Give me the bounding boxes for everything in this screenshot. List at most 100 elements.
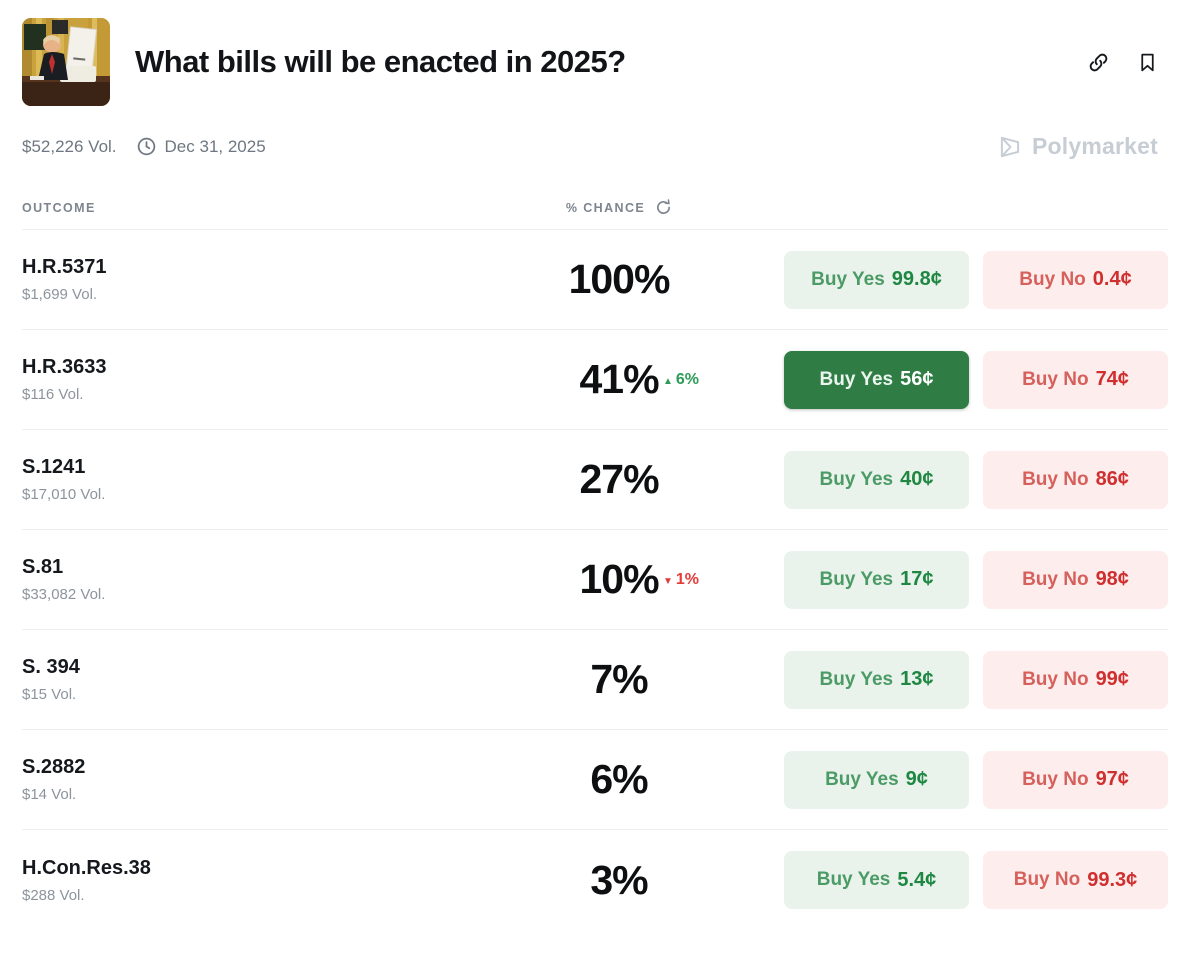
buy-no-label: Buy No	[1022, 768, 1089, 790]
polymarket-watermark: Polymarket	[997, 133, 1168, 160]
link-icon	[1089, 53, 1108, 71]
outcome-name[interactable]: H.R.5371	[22, 256, 107, 278]
buy-no-price: 0.4¢	[1092, 268, 1132, 290]
market-page: What bills will be enacted in 2025? $52,…	[0, 0, 1200, 930]
delta-arrow-icon	[663, 571, 673, 589]
buy-no-button[interactable]: Buy No 98¢	[983, 550, 1168, 609]
outcome-volume: $17,010 Vol.	[22, 486, 106, 503]
outcome-volume: $14 Vol.	[22, 786, 77, 803]
buy-no-button[interactable]: Buy No 0.4¢	[983, 250, 1168, 309]
buy-no-label: Buy No	[1013, 869, 1081, 890]
outcome-cell: H.R.3633 $116 Vol.	[22, 356, 454, 403]
table-row: S.2882 $14 Vol. 6% Buy Yes 9¢ Buy No 97¢	[22, 730, 1168, 830]
refresh-icon	[657, 199, 671, 214]
outcome-name[interactable]: S.2882	[22, 756, 86, 778]
chance-value: 6%	[590, 756, 648, 802]
trade-buttons: Buy Yes 17¢ Buy No 98¢	[784, 550, 1168, 609]
buy-yes-button[interactable]: Buy Yes 56¢	[784, 350, 969, 409]
table-row: H.R.3633 $116 Vol. 41% 6% Buy Yes 56¢ Bu…	[22, 330, 1168, 430]
buy-yes-price: 13¢	[900, 668, 934, 690]
outcome-cell: S.81 $33,082 Vol.	[22, 556, 454, 603]
market-header: What bills will be enacted in 2025?	[22, 18, 1168, 106]
chance-header-label: % CHANCE	[565, 200, 646, 215]
outcome-column-header: OUTCOME	[22, 200, 96, 215]
trade-buttons: Buy Yes 99.8¢ Buy No 0.4¢	[784, 250, 1168, 309]
outcome-name[interactable]: H.Con.Res.38	[22, 856, 151, 879]
buy-yes-button[interactable]: Buy Yes 40¢	[784, 450, 969, 509]
bookmark-icon	[1141, 53, 1154, 71]
chance-delta: 6%	[663, 371, 699, 389]
buy-yes-button[interactable]: Buy Yes 13¢	[784, 650, 969, 709]
buy-no-button[interactable]: Buy No 97¢	[983, 750, 1168, 809]
chance-delta: 1%	[663, 571, 699, 589]
copy-link-button[interactable]	[1087, 51, 1110, 74]
outcome-volume: $116 Vol.	[22, 386, 84, 403]
buy-yes-button[interactable]: Buy Yes 17¢	[784, 550, 969, 609]
buy-yes-price: 99.8¢	[891, 268, 942, 290]
chance-cell: 41% 6%	[454, 356, 784, 403]
chance-value: 7%	[590, 656, 648, 702]
outcome-volume: $15 Vol.	[22, 686, 77, 703]
buy-no-button[interactable]: Buy No 74¢	[983, 350, 1168, 409]
outcome-cell: S. 394 $15 Vol.	[22, 656, 454, 703]
chance-value: 3%	[590, 856, 648, 903]
chance-cell: 3%	[454, 857, 784, 904]
buy-yes-label: Buy Yes	[819, 668, 894, 690]
buy-no-label: Buy No	[1022, 468, 1089, 490]
delta-value: 1%	[675, 570, 700, 588]
buy-yes-price: 17¢	[900, 568, 934, 590]
page-title: What bills will be enacted in 2025?	[135, 44, 626, 79]
chance-cell: 10% 1%	[454, 556, 784, 603]
outcome-name[interactable]: H.R.3633	[22, 356, 107, 378]
buy-no-price: 99¢	[1095, 668, 1129, 690]
buy-yes-button[interactable]: Buy Yes 9¢	[784, 750, 969, 809]
outcome-volume: $33,082 Vol.	[22, 586, 106, 603]
market-thumbnail-illustration	[22, 18, 110, 106]
buy-no-price: 98¢	[1095, 568, 1129, 590]
outcome-name[interactable]: S.81	[22, 556, 64, 578]
buy-no-button[interactable]: Buy No 99¢	[983, 650, 1168, 709]
buy-no-label: Buy No	[1022, 668, 1089, 690]
polymarket-wordmark: Polymarket	[1031, 133, 1158, 159]
polymarket-logo-icon	[1000, 136, 1020, 157]
buy-yes-price: 56¢	[900, 368, 934, 390]
chance-value: 41%	[579, 356, 659, 402]
market-thumbnail	[22, 18, 110, 106]
trade-buttons: Buy Yes 56¢ Buy No 74¢	[784, 350, 1168, 409]
trade-buttons: Buy Yes 40¢ Buy No 86¢	[784, 450, 1168, 509]
buy-no-label: Buy No	[1019, 268, 1086, 290]
total-volume: $52,226 Vol.	[22, 136, 117, 156]
chance-cell: 7%	[454, 656, 784, 703]
buy-yes-button[interactable]: Buy Yes 5.4¢	[784, 851, 969, 909]
buy-yes-button[interactable]: Buy Yes 99.8¢	[784, 250, 969, 309]
header-actions	[1087, 51, 1168, 74]
table-row: H.Con.Res.38 $288 Vol. 3% Buy Yes 5.4¢ B…	[22, 830, 1168, 930]
buy-yes-label: Buy Yes	[816, 869, 891, 890]
refresh-button[interactable]	[655, 199, 672, 216]
outcome-cell: H.Con.Res.38 $288 Vol.	[22, 857, 454, 904]
buy-no-button[interactable]: Buy No 86¢	[983, 450, 1168, 509]
buy-yes-price: 40¢	[900, 468, 934, 490]
chance-cell: 100%	[454, 256, 784, 303]
buy-no-price: 97¢	[1095, 768, 1129, 790]
outcome-volume: $288 Vol.	[22, 886, 85, 904]
delta-value: 6%	[675, 370, 700, 388]
end-date: Dec 31, 2025	[164, 136, 266, 156]
outcome-name[interactable]: S.1241	[22, 456, 86, 478]
buy-no-price: 99.3¢	[1087, 868, 1138, 891]
outcome-volume: $1,699 Vol.	[22, 286, 98, 303]
outcome-cell: S.2882 $14 Vol.	[22, 756, 454, 803]
buy-no-label: Buy No	[1022, 568, 1089, 590]
outcome-name[interactable]: S. 394	[22, 656, 80, 678]
table-row: S.1241 $17,010 Vol. 27% Buy Yes 40¢ Buy …	[22, 430, 1168, 530]
clock-icon	[136, 136, 157, 157]
trade-buttons: Buy Yes 13¢ Buy No 99¢	[784, 650, 1168, 709]
chance-cell: 27%	[454, 456, 784, 503]
outcome-cell: S.1241 $17,010 Vol.	[22, 456, 454, 503]
buy-yes-price: 5.4¢	[897, 868, 937, 891]
buy-no-button[interactable]: Buy No 99.3¢	[983, 851, 1168, 909]
bookmark-button[interactable]	[1137, 51, 1158, 74]
chance-value: 100%	[568, 256, 671, 302]
table-row: S. 394 $15 Vol. 7% Buy Yes 13¢ Buy No 99…	[22, 630, 1168, 730]
market-meta: $52,226 Vol. Dec 31, 2025 Polymarket	[22, 133, 1168, 160]
